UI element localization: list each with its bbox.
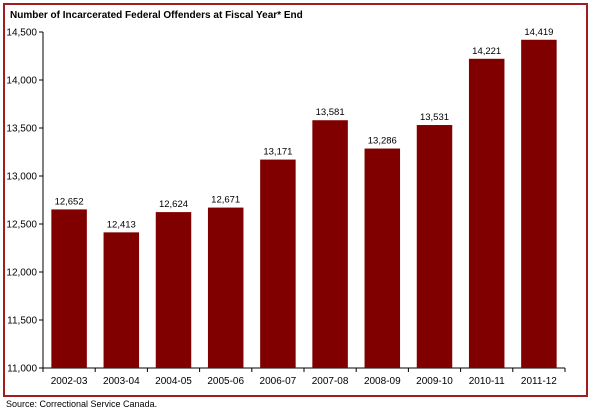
data-label: 12,671 (211, 195, 240, 206)
data-label: 14,419 (524, 27, 553, 38)
x-tick-label: 2005-06 (207, 376, 244, 387)
y-tick-label: 13,500 (6, 124, 37, 135)
bar-2011-12 (521, 39, 557, 368)
bar-chart: Number of Incarcerated Federal Offenders… (6, 10, 566, 387)
y-tick-label: 11,000 (7, 364, 37, 375)
bar-2008-09 (364, 148, 401, 368)
data-label: 12,624 (159, 199, 188, 210)
y-tick-label: 13,000 (6, 172, 37, 183)
x-tick-label: 2008-09 (364, 376, 401, 387)
bar-2006-07 (260, 159, 296, 368)
x-tick-label: 2011-12 (521, 376, 557, 387)
source-note: Source: Correctional Service Canada. (6, 399, 158, 409)
x-tick-label: 2004-05 (155, 376, 192, 387)
y-tick-label: 12,000 (6, 268, 37, 279)
x-tick-label: 2010-11 (469, 376, 505, 387)
x-tick-label: 2002-03 (51, 376, 88, 387)
bar-2002-03 (51, 209, 87, 368)
data-label: 12,413 (107, 219, 136, 230)
y-tick-label: 14,500 (6, 28, 37, 39)
bar-2009-10 (416, 125, 453, 368)
y-tick-label: 14,000 (6, 76, 37, 87)
data-label: 13,171 (263, 147, 292, 158)
data-label: 14,221 (472, 46, 501, 57)
data-label: 13,531 (420, 112, 449, 123)
x-tick-label: 2009-10 (416, 376, 453, 387)
y-tick-label: 11,500 (7, 316, 37, 327)
y-tick-label: 12,500 (6, 220, 37, 231)
bar-2010-11 (468, 58, 505, 369)
data-label: 13,581 (316, 107, 345, 118)
bars: 12,652 12,413 12,624 12,671 13,171 13,581 13,2… (51, 27, 557, 369)
x-tick-label: 2007-08 (312, 376, 349, 387)
bar-2005-06 (207, 207, 244, 368)
data-label: 12,652 (55, 196, 84, 207)
x-tick-label: 2003-04 (103, 376, 140, 387)
chart-title: Number of Incarcerated Federal Offenders… (10, 10, 303, 21)
bar-2004-05 (155, 212, 192, 368)
x-axis: 2002-03 2003-04 2004-05 2005-06 2006-07 2007-… (42, 367, 566, 387)
y-axis: 11,000 11,500 12,000 12,500 13,000 13,500 14,0… (6, 28, 44, 375)
data-label: 13,286 (368, 136, 397, 147)
bar-2003-04 (103, 232, 140, 368)
bar-2007-08 (312, 120, 348, 368)
x-tick-label: 2006-07 (260, 376, 297, 387)
